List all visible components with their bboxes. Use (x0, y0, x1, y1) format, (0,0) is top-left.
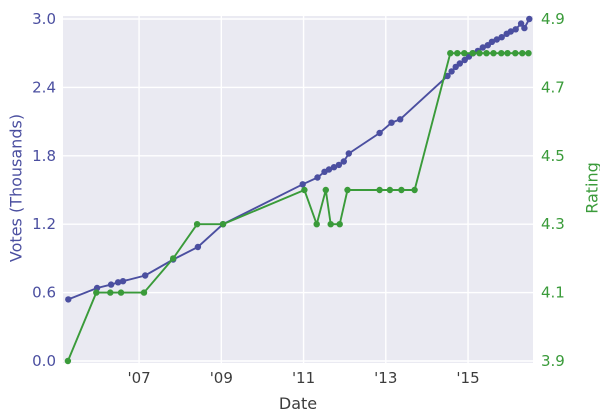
votes-point (114, 279, 122, 286)
x-axis-label: Date (278, 394, 318, 413)
rating-point (504, 50, 511, 57)
votes-point (517, 20, 525, 27)
votes-point (325, 166, 333, 173)
rating-point (313, 221, 320, 228)
votes-point (142, 272, 149, 279)
rating-point (93, 289, 100, 296)
rating-point (140, 289, 148, 296)
rating-point (344, 186, 351, 194)
votes-point (507, 28, 514, 35)
rating-point (107, 289, 114, 296)
votes-point (512, 26, 519, 33)
right-axis-label: Rating (582, 162, 600, 214)
votes-point (340, 158, 347, 165)
left-y-tick-label: 1.2 (32, 215, 56, 233)
votes-point (65, 296, 72, 303)
votes-point (388, 119, 395, 126)
rating-series (64, 50, 532, 365)
x-tick-label: '11 (292, 369, 315, 387)
right-y-tick-label: 4.7 (541, 78, 565, 96)
rating-point (490, 50, 497, 57)
rating-point (476, 50, 483, 57)
rating-point (193, 221, 201, 228)
left-axis-label: Votes (Thousands) (6, 113, 26, 263)
rating-point (117, 289, 125, 296)
rating-point (519, 50, 526, 57)
votes-point (521, 24, 528, 32)
plot-area (63, 16, 533, 363)
votes-point (314, 174, 321, 181)
rating-point (170, 255, 177, 262)
rating-point (376, 186, 383, 194)
rating-point (398, 186, 405, 194)
left-y-tick-label: 3.0 (32, 10, 56, 28)
rating-point (301, 186, 308, 194)
rating-point (386, 186, 394, 194)
votes-point (345, 150, 352, 157)
rating-point (525, 50, 532, 57)
rating-point (322, 186, 329, 194)
votes-point (488, 38, 496, 45)
votes-point (526, 15, 533, 23)
rating-point (454, 50, 461, 57)
votes-point (479, 44, 486, 51)
rating-point (483, 50, 490, 57)
rating-point (498, 50, 505, 57)
right-y-tick-label: 4.5 (541, 147, 565, 165)
right-y-tick-label: 4.9 (541, 10, 565, 28)
votes-point (444, 72, 451, 80)
x-tick-label: '15 (456, 369, 479, 387)
votes-point (448, 68, 455, 75)
votes-point (335, 161, 343, 169)
left-y-tick-label: 2.4 (32, 78, 56, 96)
rating-point (461, 50, 468, 57)
right-y-tick-label: 3.9 (541, 352, 565, 370)
left-y-tick-label: 0.0 (32, 352, 56, 370)
votes-point (376, 129, 383, 137)
x-tick-label: '07 (127, 369, 150, 387)
rating-point (447, 50, 454, 57)
rating-point (469, 50, 476, 57)
rating-point (327, 221, 334, 228)
votes-point (493, 36, 500, 43)
votes-point (498, 34, 505, 41)
votes-point (107, 281, 115, 288)
rating-point (336, 221, 343, 228)
rating-point (219, 221, 227, 228)
votes-point (119, 278, 127, 285)
left-y-tick-label: 1.8 (32, 147, 56, 165)
votes-point (194, 243, 202, 251)
left-y-tick-label: 0.6 (32, 284, 56, 302)
rating-point (512, 50, 519, 57)
right-y-tick-label: 4.1 (541, 284, 565, 302)
x-tick-label: '09 (210, 369, 233, 387)
rating-point (64, 357, 72, 365)
votes-point (330, 164, 338, 171)
votes-point (299, 181, 306, 188)
x-tick-label: '13 (374, 369, 397, 387)
votes-point (456, 60, 463, 67)
right-y-tick-label: 4.3 (541, 215, 565, 233)
votes-point (397, 116, 404, 123)
rating-point (411, 186, 418, 194)
